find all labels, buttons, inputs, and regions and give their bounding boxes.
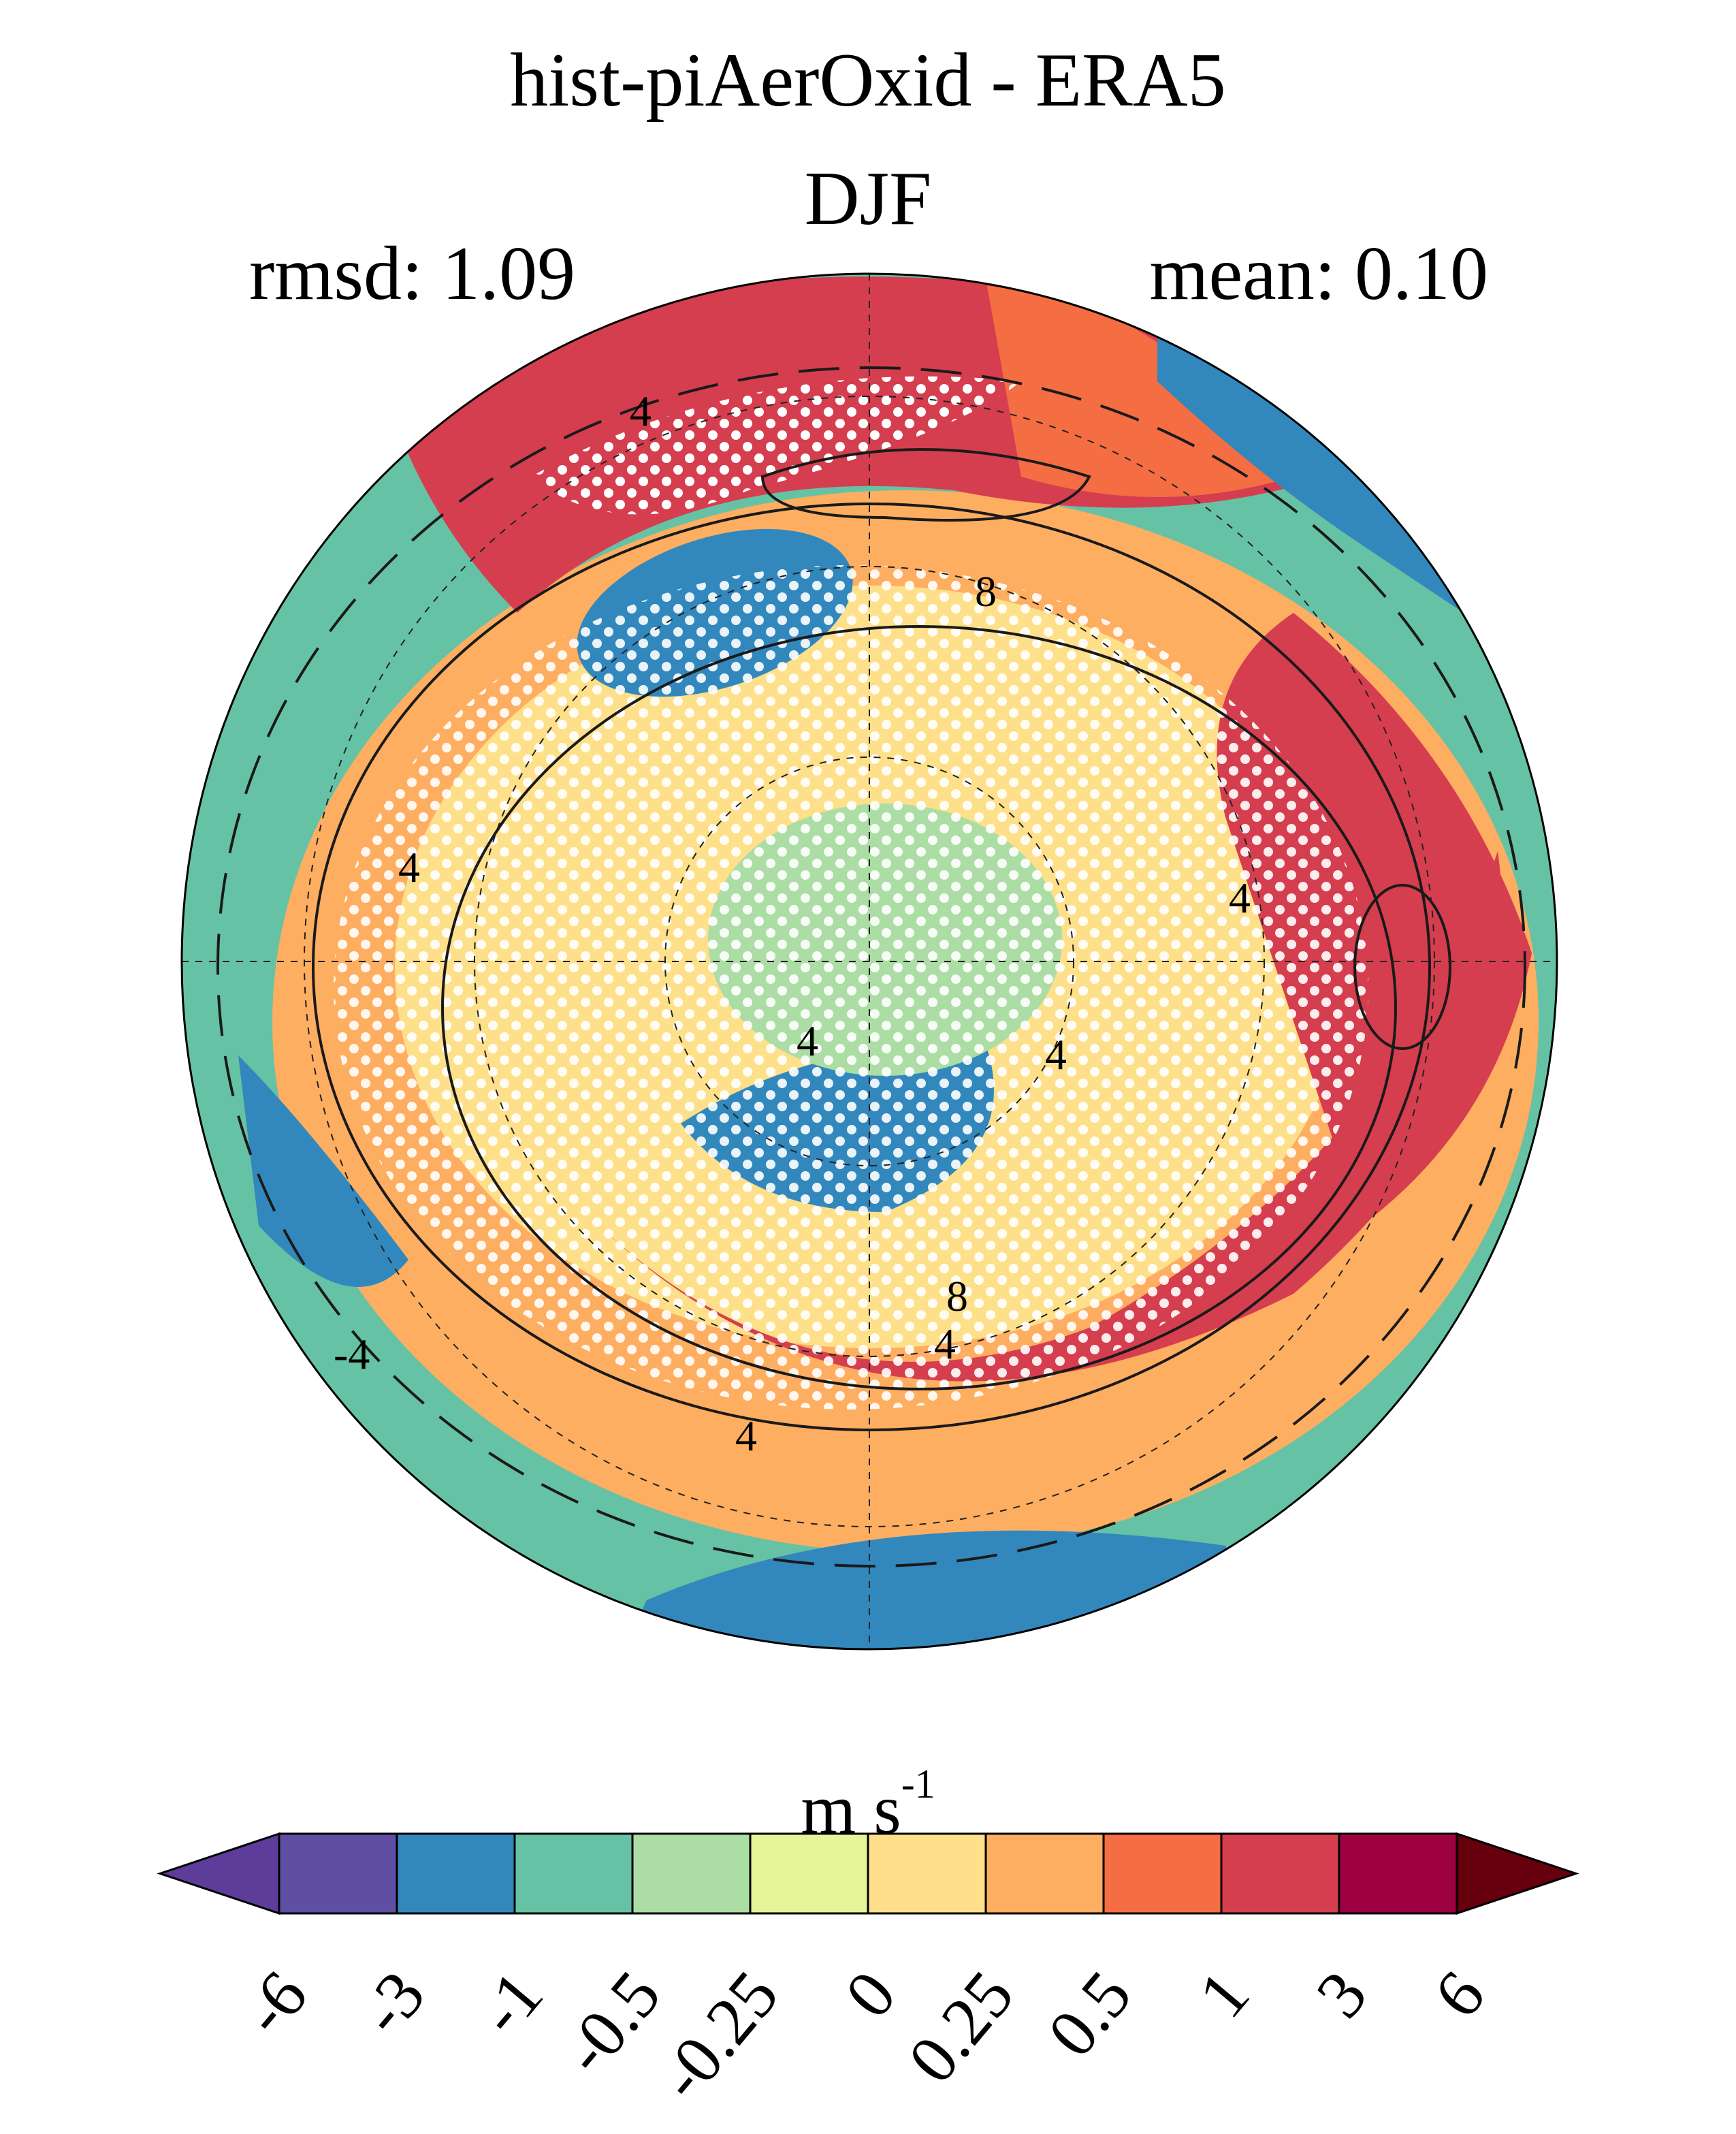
map-field (182, 274, 1557, 1649)
mean-label: mean: 0.10 (1149, 232, 1488, 316)
colorbar-segment (396, 1832, 516, 1915)
graticule (182, 274, 1557, 1649)
colorbar-over-arrow (1456, 1832, 1579, 1915)
contour-label: 8 (975, 567, 997, 616)
colorbar-segment (278, 1832, 398, 1915)
colorbar-segment (1102, 1832, 1223, 1915)
colorbar-segment (631, 1832, 752, 1915)
contour-label: 4 (735, 1412, 757, 1460)
contour-lines (312, 448, 1451, 1431)
contour-label: 4 (1045, 1030, 1067, 1079)
colorbar-segment (1220, 1832, 1340, 1915)
contour-label: 8 (946, 1272, 968, 1320)
rmsd-label: rmsd: 1.09 (249, 232, 576, 316)
contour-label: -4 (334, 1330, 370, 1378)
season-label: DJF (804, 157, 932, 241)
colorbar-segment (513, 1832, 634, 1915)
colorbar-segment (749, 1832, 869, 1915)
map-border (180, 272, 1558, 1651)
units-label: m s-1 (801, 1762, 935, 1849)
colorbar-segment (1338, 1832, 1458, 1915)
contour-label: 4 (934, 1320, 956, 1368)
contour-label: 4 (797, 1017, 818, 1065)
plot-title: hist-piAerOxid - ERA5 (510, 38, 1226, 123)
colorbar-segment (984, 1832, 1105, 1915)
contour-label-group: 4 8 4 4 -4 4 8 4 4 4 (334, 387, 1251, 1460)
contour-label: 4 (1229, 874, 1251, 922)
colorbar-under-arrow (157, 1832, 280, 1915)
colorbar (157, 1832, 1579, 1915)
contour-label: 4 (398, 843, 420, 891)
negative-contours (216, 366, 1526, 1567)
contour-label: 4 (630, 387, 652, 435)
